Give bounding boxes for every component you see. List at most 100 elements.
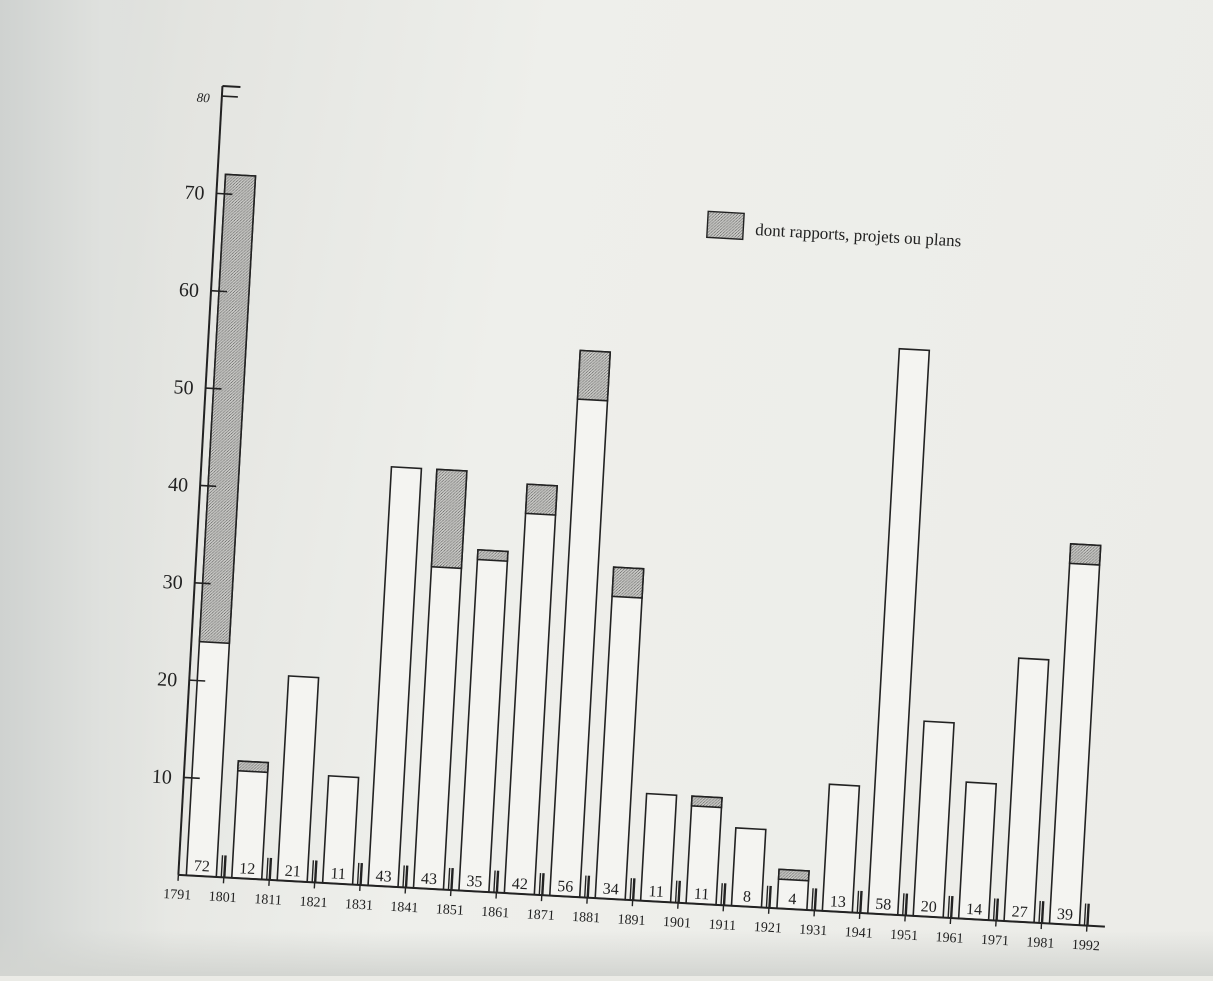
bar-separator-tick bbox=[1042, 901, 1043, 923]
x-tick-label: 1791 bbox=[163, 887, 192, 904]
bar-separator-tick bbox=[951, 896, 952, 918]
bar-shaded-segment bbox=[431, 469, 466, 568]
bar-total-label: 12 bbox=[239, 860, 256, 878]
y-axis-cap bbox=[222, 86, 240, 87]
legend-label: dont rapports, projets ou plans bbox=[755, 220, 962, 250]
bar-separator-tick bbox=[542, 873, 543, 895]
y-tick-label: 40 bbox=[168, 474, 189, 497]
y-tick bbox=[184, 777, 200, 778]
bar-separator-tick bbox=[766, 886, 767, 908]
bar-separator-tick bbox=[1039, 901, 1040, 923]
bar-shaded-segment bbox=[692, 796, 722, 807]
bar-group bbox=[777, 869, 817, 910]
bar bbox=[913, 721, 954, 917]
x-tick-label: 1871 bbox=[526, 907, 555, 924]
bar bbox=[1004, 658, 1049, 923]
bar-group bbox=[959, 782, 1005, 920]
bar-total-label: 21 bbox=[284, 863, 301, 881]
bar-separator-tick bbox=[224, 855, 225, 877]
bar-separator-tick bbox=[267, 858, 268, 880]
y-tick bbox=[189, 680, 205, 681]
bar-total-label: 13 bbox=[829, 893, 846, 911]
bar-total-label: 56 bbox=[557, 878, 574, 896]
bar-separator-tick bbox=[270, 858, 271, 880]
bar-group bbox=[913, 721, 962, 918]
x-tick-label: 1861 bbox=[481, 905, 510, 922]
y-tick bbox=[195, 583, 211, 584]
legend: dont rapports, projets ou plans bbox=[707, 211, 962, 251]
bar-separator-tick bbox=[721, 883, 722, 905]
bar-separator-tick bbox=[633, 878, 634, 900]
x-tick-label: 1891 bbox=[617, 912, 646, 929]
y-tick bbox=[216, 193, 232, 194]
bar bbox=[459, 550, 508, 892]
bar-group bbox=[277, 676, 326, 883]
bar-total-label: 58 bbox=[875, 896, 892, 914]
x-tick-label: 1881 bbox=[572, 910, 601, 927]
bar-separator-tick bbox=[906, 894, 907, 916]
legend-swatch bbox=[707, 211, 744, 239]
bar-separator-tick bbox=[812, 888, 813, 910]
y-tick-label: 80 bbox=[196, 90, 210, 106]
x-tick-label: 1911 bbox=[708, 918, 736, 935]
bar-total-label: 27 bbox=[1011, 903, 1028, 921]
bar-separator-tick bbox=[497, 871, 498, 893]
bar-separator-tick bbox=[315, 860, 316, 882]
bar-separator-tick bbox=[403, 865, 404, 887]
y-tick-label: 60 bbox=[178, 279, 199, 302]
bar-separator-tick bbox=[588, 876, 589, 898]
x-tick-label: 1961 bbox=[935, 930, 964, 947]
bar-total-label: 4 bbox=[788, 891, 797, 908]
bar-separator-tick bbox=[630, 878, 631, 900]
y-tick-label: 70 bbox=[184, 182, 205, 205]
bar-separator-tick bbox=[679, 881, 680, 903]
bar-separator-tick bbox=[312, 860, 313, 882]
bar-separator-tick bbox=[585, 876, 586, 898]
bar-shaded-segment bbox=[199, 174, 255, 643]
x-tick-label: 1811 bbox=[254, 892, 282, 909]
bar-separator-tick bbox=[448, 868, 449, 890]
bar-total-label: 34 bbox=[602, 881, 619, 899]
bar-separator-tick bbox=[361, 863, 362, 885]
x-tick-label: 1801 bbox=[208, 890, 237, 907]
bar bbox=[277, 676, 318, 882]
bar-group bbox=[1049, 544, 1108, 926]
bar-shaded-segment bbox=[526, 484, 558, 515]
bar-shaded-segment bbox=[578, 350, 611, 400]
bar-total-label: 11 bbox=[330, 865, 346, 883]
x-tick-label: 1992 bbox=[1071, 938, 1100, 955]
bar bbox=[959, 782, 997, 920]
x-tick-label: 1921 bbox=[753, 920, 782, 937]
bar-separator-tick bbox=[769, 886, 770, 908]
bar-separator-tick bbox=[724, 883, 725, 905]
bar-total-label: 43 bbox=[421, 870, 438, 888]
bar bbox=[368, 467, 421, 887]
bar-total-label: 35 bbox=[466, 873, 483, 891]
bar-group bbox=[731, 828, 773, 908]
bar-total-label: 20 bbox=[920, 898, 937, 916]
y-tick-label: 50 bbox=[173, 376, 194, 399]
y-tick bbox=[200, 485, 216, 486]
bar-separator-tick bbox=[1087, 904, 1088, 926]
x-tick-label: 1821 bbox=[299, 895, 328, 912]
bar-total-label: 8 bbox=[743, 888, 752, 905]
x-tick-label: 1971 bbox=[981, 933, 1010, 950]
bar-separator-tick bbox=[221, 855, 222, 877]
x-tick-label: 1941 bbox=[844, 925, 873, 942]
x-tick-label: 1981 bbox=[1026, 935, 1055, 952]
x-tick-label: 1851 bbox=[435, 902, 464, 919]
bar-total-label: 72 bbox=[193, 858, 210, 876]
bar-separator-tick bbox=[997, 899, 998, 921]
bar-shaded-segment bbox=[238, 761, 268, 772]
bar-total-label: 14 bbox=[966, 901, 983, 919]
y-tick-label: 20 bbox=[157, 668, 178, 691]
y-tick bbox=[222, 96, 238, 97]
bar-total-label: 42 bbox=[511, 875, 528, 893]
bar-group bbox=[1004, 658, 1057, 923]
bar-total-label: 11 bbox=[648, 883, 664, 901]
bar-separator-tick bbox=[994, 898, 995, 920]
bar-separator-tick bbox=[494, 870, 495, 892]
bar-shaded-segment bbox=[612, 567, 644, 598]
